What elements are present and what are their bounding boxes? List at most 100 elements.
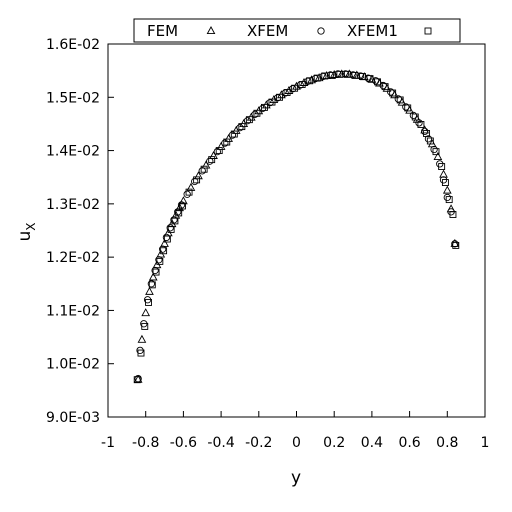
data-point-xfem1 bbox=[193, 176, 201, 184]
data-point-xfem1 bbox=[133, 376, 141, 384]
x-axis: -1 -0.8 -0.6 -0.4 -0.2 0 0.2 0.4 0.6 0.8 1 bbox=[101, 411, 489, 451]
x-tick-label: -0.8 bbox=[132, 435, 159, 451]
data-point-xfem bbox=[166, 224, 174, 232]
data-point-xfem1 bbox=[171, 217, 179, 225]
data-point-fem bbox=[137, 334, 147, 343]
series-xfem1 bbox=[133, 70, 460, 384]
data-point-xfem1 bbox=[306, 77, 314, 85]
data-point-xfem bbox=[213, 147, 221, 156]
data-point-xfem1 bbox=[160, 247, 168, 255]
data-point-xfem1 bbox=[404, 104, 412, 112]
y-tick-label: 1.5E-02 bbox=[46, 90, 100, 106]
data-point-xfem1 bbox=[276, 93, 283, 101]
x-tick-label: -1 bbox=[101, 435, 115, 451]
data-point-xfem1 bbox=[215, 147, 223, 155]
data-point-xfem1 bbox=[359, 73, 366, 80]
data-point-xfem1 bbox=[200, 165, 208, 173]
data-point-xfem bbox=[372, 77, 380, 85]
y-tick-label: 1.0E-02 bbox=[46, 357, 100, 373]
data-point-fem bbox=[201, 160, 211, 169]
data-point-xfem bbox=[251, 110, 259, 118]
data-point-xfem1 bbox=[449, 211, 457, 218]
legend-label-fem: FEM bbox=[147, 22, 178, 40]
data-point-xfem bbox=[162, 233, 171, 242]
y-tick-label: 1.4E-02 bbox=[46, 144, 100, 160]
data-point-xfem bbox=[443, 193, 451, 202]
data-point-xfem1 bbox=[343, 70, 351, 78]
data-point-xfem bbox=[221, 139, 229, 147]
data-point-xfem1 bbox=[156, 257, 164, 265]
data-point-xfem bbox=[421, 127, 429, 136]
legend-box bbox=[133, 18, 461, 43]
data-point-xfem1 bbox=[351, 71, 359, 79]
data-point-xfem1 bbox=[298, 81, 306, 88]
data-point-xfem1 bbox=[137, 349, 145, 357]
x-tick-label: -0.4 bbox=[207, 435, 234, 451]
data-point-fem bbox=[367, 74, 377, 83]
data-point-xfem1 bbox=[438, 163, 446, 171]
data-point-fem bbox=[194, 171, 203, 180]
data-point-fem bbox=[209, 150, 218, 159]
data-point-xfem1 bbox=[336, 70, 344, 78]
data-point-xfem bbox=[430, 145, 438, 154]
data-point-xfem bbox=[243, 117, 252, 125]
data-point-xfem bbox=[258, 104, 267, 113]
data-point-xfem1 bbox=[374, 78, 382, 86]
x-axis-title: y bbox=[291, 468, 301, 488]
data-point-xfem1 bbox=[417, 121, 425, 128]
data-point-xfem1 bbox=[389, 89, 397, 97]
data-point-xfem1 bbox=[432, 148, 440, 156]
data-point-xfem1 bbox=[321, 72, 329, 80]
data-point-xfem1 bbox=[291, 84, 299, 92]
data-point-xfem1 bbox=[253, 109, 261, 117]
data-point-xfem bbox=[451, 240, 459, 248]
data-point-fem bbox=[412, 114, 422, 123]
legend-marker-fem bbox=[206, 26, 216, 35]
data-point-xfem bbox=[198, 167, 206, 175]
legend-symbol-fem bbox=[206, 26, 216, 35]
data-point-xfem bbox=[159, 245, 167, 253]
data-point-xfem1 bbox=[179, 202, 186, 210]
data-point-xfem1 bbox=[313, 74, 321, 82]
data-point-xfem1 bbox=[268, 98, 276, 106]
data-point-xfem1 bbox=[283, 89, 291, 96]
data-point-fem bbox=[175, 203, 184, 212]
data-point-xfem1 bbox=[208, 156, 216, 164]
data-point-xfem bbox=[236, 124, 244, 132]
data-points bbox=[133, 69, 460, 384]
data-point-xfem1 bbox=[426, 137, 434, 145]
data-point-xfem1 bbox=[163, 235, 171, 243]
data-point-xfem1 bbox=[230, 130, 238, 138]
data-point-fem bbox=[145, 286, 154, 295]
data-point-xfem1 bbox=[238, 123, 246, 131]
legend-label-xfem: XFEM bbox=[247, 22, 288, 40]
data-point-xfem1 bbox=[141, 322, 149, 330]
data-point-xfem1 bbox=[396, 96, 404, 104]
data-point-fem bbox=[307, 75, 316, 84]
data-point-fem bbox=[148, 272, 158, 281]
data-point-xfem bbox=[183, 190, 191, 198]
data-point-xfem bbox=[402, 103, 410, 111]
y-tick-label: 1.6E-02 bbox=[46, 37, 100, 53]
data-point-xfem1 bbox=[441, 179, 449, 186]
data-point-xfem1 bbox=[366, 75, 374, 83]
x-tick-label: 1 bbox=[481, 435, 490, 451]
data-point-fem bbox=[186, 182, 196, 191]
x-tick-label: 0.6 bbox=[398, 435, 420, 451]
data-point-xfem1 bbox=[261, 103, 268, 111]
data-point-xfem bbox=[191, 177, 199, 186]
data-point-xfem1 bbox=[411, 113, 419, 121]
x-tick-label: -0.2 bbox=[245, 435, 272, 451]
data-point-xfem1 bbox=[328, 71, 336, 79]
data-point-xfem1 bbox=[152, 268, 160, 276]
legend: FEM XFEM XFEM1 bbox=[133, 18, 461, 43]
y-tick-label: 9.0E-03 bbox=[46, 410, 100, 426]
data-point-xfem bbox=[394, 95, 402, 103]
data-point-xfem1 bbox=[185, 188, 193, 196]
data-point-xfem1 bbox=[223, 138, 231, 146]
data-point-xfem1 bbox=[452, 241, 460, 249]
y-tick-label: 1.1E-02 bbox=[46, 303, 100, 319]
data-point-xfem bbox=[387, 88, 395, 96]
